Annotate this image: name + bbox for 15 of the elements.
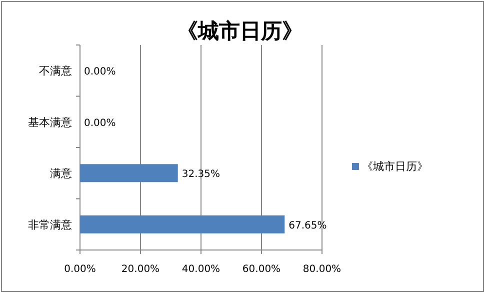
y-tick-label: 基本满意 xyxy=(28,116,72,129)
chart-title: 《城市日历》 xyxy=(177,19,303,43)
x-tick-label: 80.00% xyxy=(302,264,342,275)
x-tick-label: 60.00% xyxy=(242,264,281,275)
data-label: 0.00% xyxy=(84,118,116,129)
y-tick-label: 满意 xyxy=(50,167,72,180)
y-tick-label: 非常满意 xyxy=(28,218,72,232)
x-tick-label: 0.00% xyxy=(64,264,96,275)
data-label: 0.00% xyxy=(84,66,116,78)
y-tick-label: 不满意 xyxy=(39,64,72,78)
x-tick-label: 40.00% xyxy=(182,264,220,275)
legend-label: 《城市日历》 xyxy=(362,160,428,173)
data-label: 32.35% xyxy=(182,169,220,180)
data-label: 67.65% xyxy=(288,220,327,232)
x-tick-label: 20.00% xyxy=(121,264,160,275)
